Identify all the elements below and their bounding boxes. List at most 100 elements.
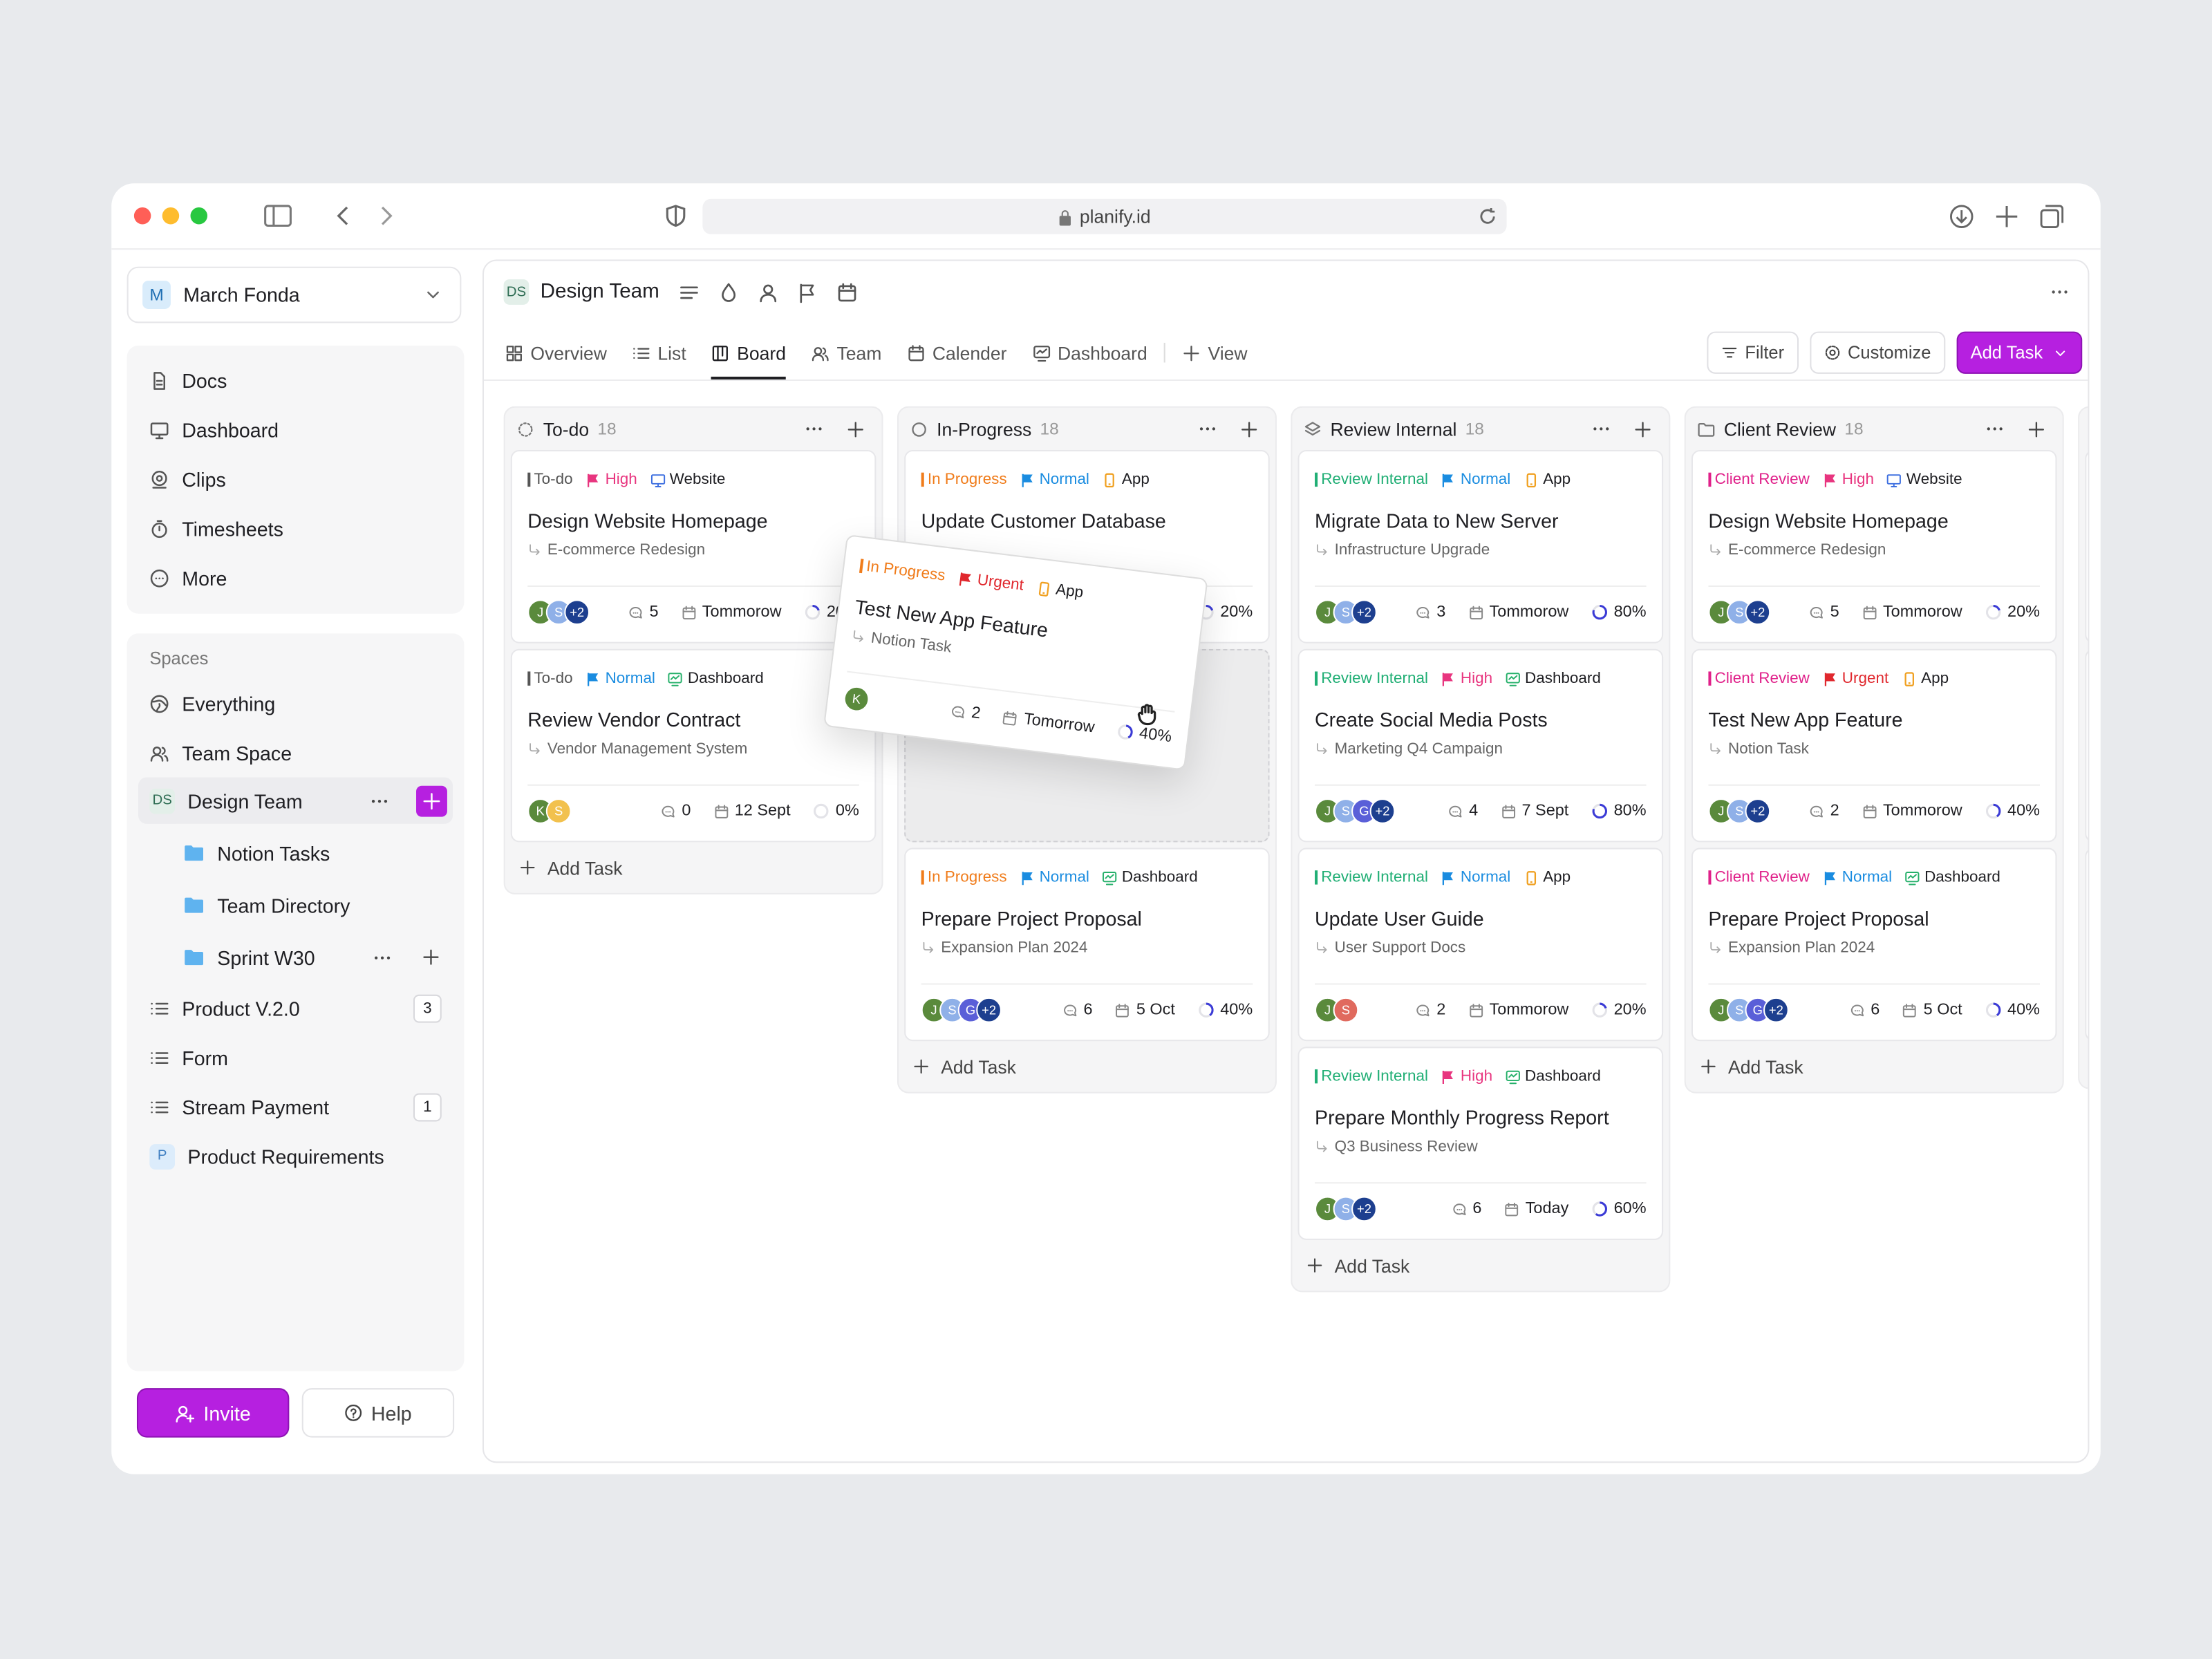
download-icon[interactable]: [1949, 205, 1974, 229]
card-footer: J S +2 6 Today 60%: [1315, 1196, 1647, 1222]
url-text: planify.id: [1079, 205, 1151, 227]
view-tab[interactable]: View: [1183, 327, 1248, 377]
space-item[interactable]: P Product Requirements: [127, 1132, 465, 1181]
status-label: Client Review: [1714, 869, 1810, 886]
add-icon: [2027, 420, 2046, 438]
tag-row: In Progress Urgent App: [859, 538, 1191, 620]
space-item[interactable]: Form: [127, 1033, 465, 1082]
customize-button[interactable]: Customize: [1809, 331, 1945, 374]
card-divider: [1708, 983, 2041, 985]
column-icon: [1304, 420, 1322, 438]
space-item[interactable]: DS Design Team: [138, 777, 453, 824]
add-task-button[interactable]: Add Task: [1956, 331, 2083, 374]
comment-icon: [1062, 1002, 1078, 1018]
return-icon: [1708, 742, 1722, 756]
flag-icon: [1020, 870, 1035, 885]
tag-label: App: [1921, 670, 1949, 687]
view-tab[interactable]: Dashboard: [1032, 327, 1147, 377]
due-date: Today: [1525, 1200, 1569, 1218]
status-tag: Client Review: [1708, 471, 1810, 488]
add-task-row[interactable]: Add Task: [1691, 1047, 2057, 1086]
tag-icon: [1905, 870, 1920, 885]
due-date: Tommorow: [702, 603, 782, 621]
flag-icon: [585, 472, 601, 487]
add-task-label: Add Task: [1334, 1255, 1410, 1276]
space-child[interactable]: Team Directory: [127, 879, 465, 931]
address-bar[interactable]: planify.id: [702, 198, 1507, 234]
view-tab[interactable]: Team: [812, 327, 881, 377]
return-icon: [1315, 941, 1329, 955]
folder-icon: [183, 894, 205, 916]
tab-label: View: [1208, 341, 1248, 364]
nav-item[interactable]: Timesheets: [127, 504, 465, 553]
comment-count: 0: [682, 803, 691, 820]
progress-ring: [1985, 803, 2001, 819]
nav-item[interactable]: Docs: [127, 355, 465, 404]
space-label: Design Team: [187, 789, 303, 812]
nav-item[interactable]: Clips: [127, 454, 465, 503]
status-label: Review Internal: [1321, 869, 1428, 886]
zoom-button[interactable]: [190, 207, 207, 225]
help-button[interactable]: Help: [301, 1388, 455, 1438]
type-tag: Dashboard: [1905, 869, 2000, 886]
status-bar: [921, 870, 924, 885]
view-tab[interactable]: List: [632, 327, 686, 377]
space-child[interactable]: Notion Tasks: [127, 827, 465, 879]
forward-button[interactable]: [378, 205, 395, 227]
add-task-row[interactable]: Add Task: [1298, 1246, 1664, 1285]
minimize-button[interactable]: [162, 207, 180, 225]
invite-button[interactable]: Invite: [136, 1388, 290, 1438]
column-count: 18: [597, 419, 617, 439]
status-label: Client Review: [1714, 670, 1810, 687]
filter-button[interactable]: Filter: [1707, 331, 1799, 374]
space-item[interactable]: Product V.2.0 3: [127, 983, 465, 1032]
view-tab[interactable]: Calender: [907, 327, 1007, 377]
return-icon: [1315, 543, 1329, 557]
progress-label: 20%: [1220, 603, 1253, 621]
subtitle-label: User Support Docs: [1334, 939, 1466, 957]
toolbar-buttons: Filter Customize Add Task: [1707, 331, 2083, 374]
add-button[interactable]: [416, 785, 447, 816]
tag-icon: [1886, 472, 1902, 487]
subtitle-label: Q3 Business Review: [1334, 1138, 1478, 1156]
subtitle-label: E-commerce Redesign: [547, 541, 706, 559]
tabs-icon[interactable]: [2040, 205, 2064, 229]
card-footer: 20%: [921, 599, 1253, 625]
column-icon: [1697, 420, 1716, 438]
space-child[interactable]: Sprint W30: [127, 931, 465, 984]
subtitle-label: Vendor Management System: [547, 740, 748, 758]
avatar: S: [1333, 997, 1359, 1023]
add-task-row[interactable]: Add Task: [904, 1047, 1270, 1086]
reload-icon[interactable]: [1479, 207, 1497, 226]
view-tab[interactable]: Overview: [505, 327, 607, 377]
card-divider: [527, 585, 859, 587]
due-date: Tommorow: [1489, 1001, 1569, 1019]
column-header: Review Internal 18: [1298, 408, 1664, 450]
card-meta: 2 Tommorow 20%: [1416, 1002, 1647, 1018]
status-bar: [1708, 870, 1711, 885]
comment-count: 6: [1871, 1001, 1880, 1019]
close-button[interactable]: [133, 207, 151, 225]
flag-icon: [1822, 671, 1837, 686]
sidebar-toggle[interactable]: [264, 205, 292, 227]
add-task-row[interactable]: Add Task: [511, 848, 877, 888]
priority-label: Urgent: [1841, 670, 1889, 687]
priority-tag: Urgent: [957, 570, 1024, 594]
nav-item[interactable]: More: [127, 553, 465, 602]
progress-ring: [813, 803, 830, 819]
icon: [149, 420, 169, 440]
space-item[interactable]: Team Space: [127, 728, 465, 777]
back-button[interactable]: [335, 205, 351, 227]
user-switcher[interactable]: M March Fonda: [126, 266, 462, 324]
avatar: +2: [1369, 798, 1396, 824]
space-item[interactable]: Everything: [127, 679, 465, 728]
new-tab-icon[interactable]: [1996, 205, 2018, 227]
space-item[interactable]: Stream Payment 1: [127, 1082, 465, 1131]
column-count: 18: [1465, 419, 1484, 439]
icon: [149, 998, 169, 1018]
progress-ring: [1985, 603, 2001, 620]
nav-item[interactable]: Dashboard: [127, 405, 465, 454]
view-tab[interactable]: Board: [711, 327, 786, 379]
